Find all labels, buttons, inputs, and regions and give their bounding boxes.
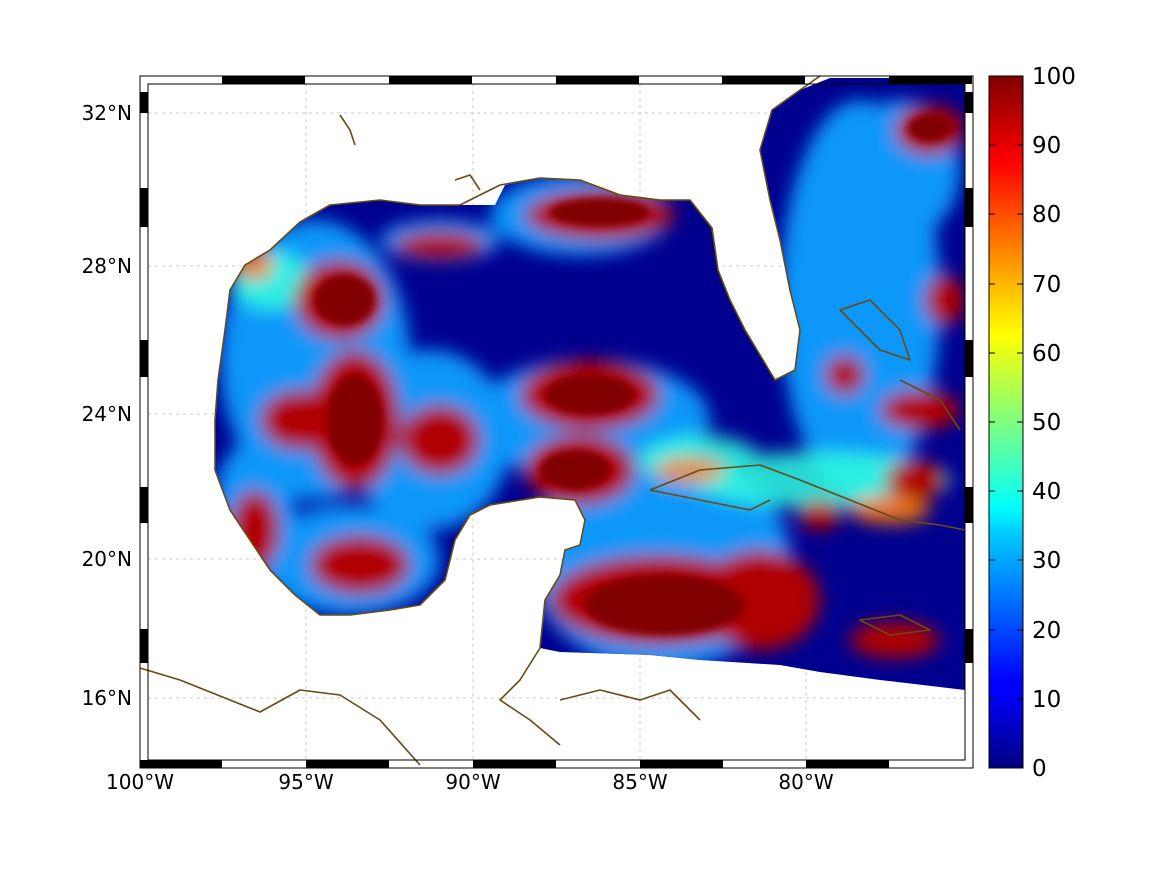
x-tick-label: 100°W bbox=[106, 770, 174, 794]
x-tick-label: 95°W bbox=[278, 770, 333, 794]
colorbar-label: 40 bbox=[1032, 479, 1061, 505]
map-frame bbox=[139, 75, 974, 769]
colorbar-label: 50 bbox=[1032, 410, 1061, 436]
colorbar-label: 90 bbox=[1032, 133, 1061, 159]
colorbar-label: 60 bbox=[1032, 341, 1061, 367]
colorbar-label: 20 bbox=[1032, 618, 1061, 644]
colorbar-label: 80 bbox=[1032, 202, 1061, 228]
y-tick-label: 28°N bbox=[82, 254, 132, 278]
y-tick-label: 16°N bbox=[82, 686, 132, 710]
colorbar-label: 100 bbox=[1032, 64, 1076, 90]
colorbar-label: 70 bbox=[1032, 272, 1061, 298]
y-tick-label: 24°N bbox=[82, 402, 132, 426]
x-tick-label: 90°W bbox=[445, 770, 500, 794]
x-axis-labels: 100°W 95°W 90°W 85°W 80°W bbox=[106, 770, 834, 794]
colorbar-label: 30 bbox=[1032, 548, 1061, 574]
colorbar-label: 0 bbox=[1032, 756, 1047, 782]
y-tick-label: 32°N bbox=[82, 101, 132, 125]
coastlines bbox=[139, 75, 966, 766]
y-axis-labels: 32°N 28°N 24°N 20°N 16°N bbox=[82, 101, 132, 710]
x-tick-label: 85°W bbox=[612, 770, 667, 794]
x-tick-label: 80°W bbox=[778, 770, 833, 794]
colorbar-label: 10 bbox=[1032, 687, 1061, 713]
y-tick-label: 20°N bbox=[82, 547, 132, 571]
colorbar: 100 90 80 70 60 50 40 30 20 10 0 bbox=[988, 64, 1076, 782]
